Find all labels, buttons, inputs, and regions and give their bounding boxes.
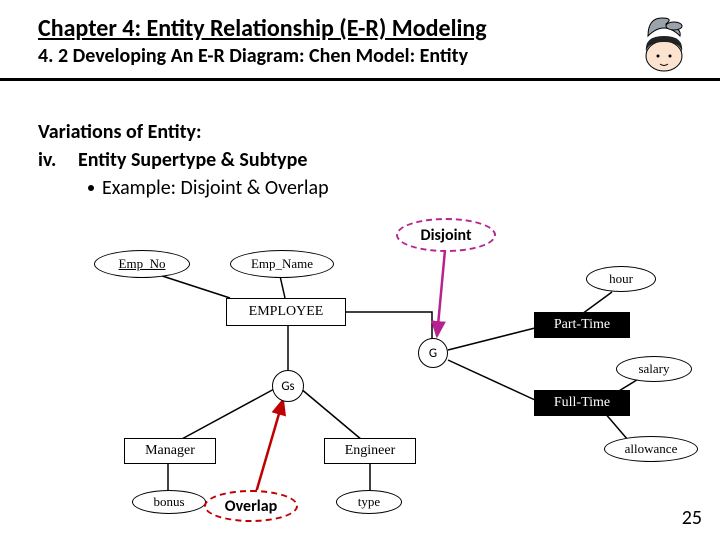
attr-salary: salary <box>616 356 692 382</box>
entity-full-time: Full-Time <box>534 390 630 416</box>
entity-manager: Manager <box>124 438 216 464</box>
attr-emp-name: Emp_Name <box>230 250 334 278</box>
attr-hour: hour <box>586 266 656 292</box>
node-gs: Gs <box>272 370 304 402</box>
attr-type: type <box>336 490 402 514</box>
entity-employee: EMPLOYEE <box>226 298 346 326</box>
attr-emp-no-label: Emp_No <box>119 256 166 272</box>
attr-allowance: allowance <box>604 436 698 462</box>
page-number: 25 <box>682 506 702 530</box>
node-g: G <box>418 338 448 368</box>
callout-disjoint: Disjoint <box>396 218 496 252</box>
entity-part-time: Part-Time <box>534 312 630 338</box>
attr-emp-no: Emp_No <box>94 250 190 278</box>
callout-overlap: Overlap <box>204 490 298 522</box>
entity-engineer: Engineer <box>324 438 416 464</box>
attr-bonus: bonus <box>132 490 206 514</box>
